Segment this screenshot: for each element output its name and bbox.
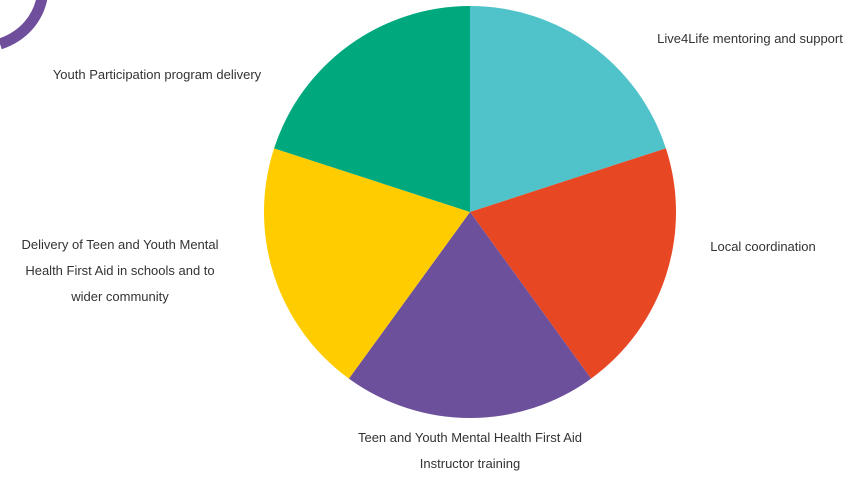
corner-arc-decoration xyxy=(0,0,48,50)
slice-labels: Live4Life mentoring and support Local coo… xyxy=(21,31,843,471)
slice-label-1: Live4Life mentoring and support xyxy=(657,31,843,46)
pie-slice-5 xyxy=(274,5,470,212)
pie-slice-1 xyxy=(470,6,666,212)
slice-label-line: Instructor training xyxy=(420,456,520,471)
slice-label-line: Delivery of Teen and Youth Mental xyxy=(21,237,218,252)
pie-slice-4 xyxy=(263,148,470,379)
slice-label-2: Local coordination xyxy=(710,239,816,254)
slice-label-line: Live4Life mentoring and support xyxy=(657,31,843,46)
slice-label-4: Delivery of Teen and Youth Mental Health … xyxy=(21,237,218,304)
pie-slices xyxy=(263,5,677,418)
slice-label-line: Local coordination xyxy=(710,239,816,254)
slice-label-line: Health First Aid in schools and to xyxy=(25,263,214,278)
slice-label-5: Youth Participation program delivery xyxy=(53,67,262,82)
slice-label-line: wider community xyxy=(70,289,169,304)
pie-slice-3 xyxy=(348,212,592,418)
slice-label-line: Teen and Youth Mental Health First Aid xyxy=(358,430,582,445)
slice-label-line: Youth Participation program delivery xyxy=(53,67,262,82)
slice-label-3: Teen and Youth Mental Health First Aid In… xyxy=(358,430,582,471)
pie-slice-2 xyxy=(470,148,677,379)
